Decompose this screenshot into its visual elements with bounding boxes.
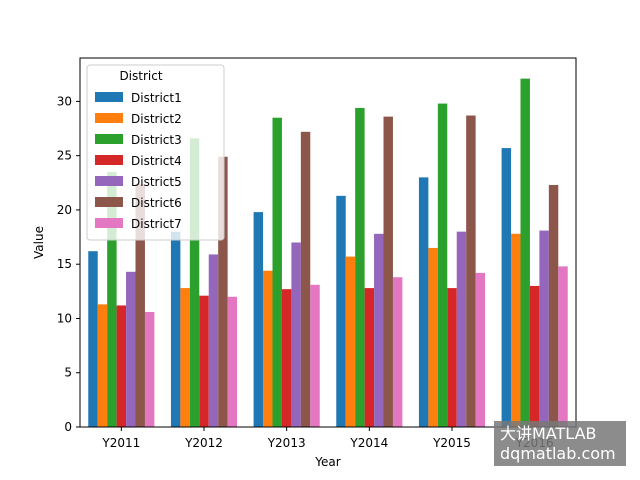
bar-district3-y2013	[272, 117, 282, 428]
bar-district2-y2016	[511, 233, 521, 427]
legend-swatch-district6	[95, 197, 123, 207]
y-tick-label: 20	[57, 203, 72, 217]
bar-district5-y2012	[208, 254, 219, 427]
bar-district4-y2011	[116, 305, 127, 427]
y-tick-label: 30	[57, 94, 72, 108]
legend-label-district7: District7	[131, 217, 182, 231]
x-tick-label-y2014: Y2014	[349, 436, 388, 450]
legend-label-district1: District1	[131, 91, 182, 105]
bar-district7-y2012	[227, 296, 238, 427]
bar-district2-y2013	[263, 270, 273, 427]
legend-label-district3: District3	[131, 133, 182, 147]
bar-district7-y2016	[558, 266, 568, 427]
bar-district4-y2013	[281, 289, 292, 427]
bar-district5-y2015	[456, 231, 467, 427]
bar-district2-y2012	[180, 288, 190, 427]
bar-district5-y2013	[291, 242, 301, 427]
bar-district2-y2015	[428, 247, 438, 427]
bar-district7-y2014	[392, 277, 403, 427]
bar-district4-y2015	[447, 288, 457, 427]
bar-district1-y2011	[88, 251, 98, 427]
legend-swatch-district1	[95, 92, 123, 102]
legend-swatch-district7	[95, 218, 123, 228]
y-tick-label: 5	[64, 366, 72, 380]
bar-district1-y2016	[501, 148, 512, 427]
bar-district1-y2015	[418, 177, 429, 427]
legend-label-district6: District6	[131, 196, 182, 210]
legend-swatch-district2	[95, 113, 123, 123]
x-tick-label-y2012: Y2012	[184, 436, 223, 450]
bar-district6-y2016	[548, 184, 559, 427]
x-axis: Y2011Y2012Y2013Y2014Y2015Y2016	[101, 427, 554, 450]
bar-district7-y2015	[475, 272, 486, 427]
y-tick-label: 25	[57, 149, 72, 163]
watermark-line-2: dqmatlab.com	[500, 444, 616, 463]
bar-district5-y2016	[539, 230, 549, 427]
bar-district1-y2014	[336, 195, 346, 427]
x-tick-label-y2013: Y2013	[267, 436, 306, 450]
legend-box	[86, 64, 225, 241]
bar-district2-y2011	[97, 304, 108, 427]
bar-district4-y2012	[199, 295, 209, 427]
y-tick-label: 10	[57, 311, 72, 325]
bar-district6-y2012	[218, 156, 228, 427]
bar-district3-y2012	[189, 138, 200, 427]
x-tick-label-y2015: Y2015	[432, 436, 471, 450]
legend: District District1 District2 District3 Dist…	[86, 64, 225, 241]
bar-district6-y2011	[135, 183, 145, 427]
bar-district3-y2015	[437, 103, 448, 428]
legend-label-district5: District5	[131, 175, 182, 189]
bar-district6-y2013	[300, 131, 311, 428]
bar-district5-y2014	[374, 233, 384, 427]
bar-district2-y2014	[345, 256, 356, 427]
bar-district1-y2012	[170, 231, 181, 427]
watermark-line-1: 大讲MATLAB	[500, 424, 597, 443]
bar-district4-y2016	[529, 285, 540, 427]
bar-district4-y2014	[364, 288, 375, 427]
bar-district5-y2011	[126, 271, 136, 427]
legend-label-district4: District4	[131, 154, 182, 168]
plot-frame	[79, 57, 577, 428]
y-tick-label: 15	[57, 257, 72, 271]
bar-district1-y2013	[253, 212, 264, 427]
bar-district6-y2015	[466, 115, 476, 427]
x-tick-label-y2011: Y2011	[101, 436, 140, 450]
legend-swatch-district4	[95, 155, 123, 165]
bar-district3-y2016	[520, 78, 530, 427]
legend-title: District	[119, 69, 162, 83]
legend-swatch-district5	[95, 176, 123, 186]
y-axis: 0 5 10 15 20 25 30	[57, 94, 80, 434]
bar-district7-y2013	[310, 284, 320, 427]
bar-district7-y2011	[144, 311, 155, 427]
watermark: 大讲MATLAB dqmatlab.com	[494, 421, 626, 466]
legend-swatch-district3	[95, 134, 123, 144]
bar-district3-y2011	[107, 171, 117, 427]
bars-layer	[88, 78, 568, 428]
bar-district6-y2014	[383, 116, 393, 427]
legend-label-district2: District2	[131, 112, 182, 126]
x-axis-label: Year	[314, 455, 340, 469]
bar-district3-y2014	[355, 107, 365, 428]
y-axis-label: Value	[32, 226, 46, 259]
y-tick-label: 0	[64, 420, 72, 434]
